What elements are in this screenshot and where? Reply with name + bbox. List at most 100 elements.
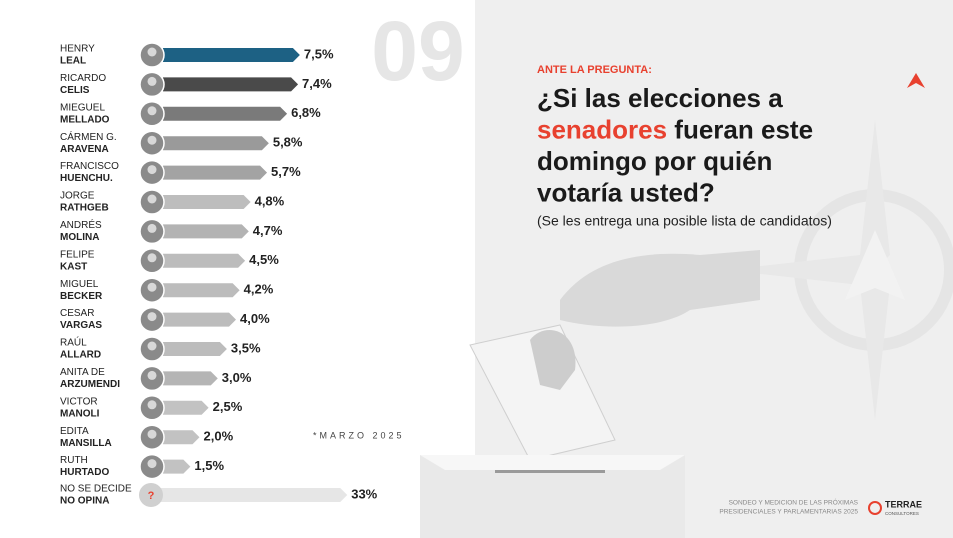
candidate-first: MIGUEL [60,279,99,290]
bar [163,253,246,268]
question-segment: votaría usted? [537,177,715,207]
date: *MARZO 2025 [313,430,405,440]
value-label: 4,7% [253,223,283,238]
avatar-head [147,165,157,175]
candidate-first: JORGE [60,191,95,202]
avatar-head [147,76,157,86]
avatar-head [147,223,157,233]
question-line: votaría usted? [537,177,715,207]
candidate-last: NO OPINA [60,496,109,507]
value-label: 4,0% [240,311,270,326]
value-label: 2,5% [213,399,243,414]
avatar-head [147,370,157,380]
candidate-last: MOLINA [60,232,99,243]
question-segment: senadores [537,114,667,144]
value-label: 7,4% [302,76,332,91]
bar [163,342,227,356]
candidate-first: RAÚL [60,336,87,349]
avatar-head [147,282,157,292]
avatar-symbol: ? [148,490,155,502]
question-line: senadores fueran este [537,114,813,144]
value-label: 5,8% [273,135,303,150]
value-label: 6,8% [291,105,321,120]
slide-number: 09 [371,4,464,98]
value-label: 1,5% [194,458,224,473]
candidate-first: ANITA DE [60,367,105,378]
compass-decoration [725,120,953,420]
brand-sub: CONSULTORES [885,511,919,516]
question-line: domingo por quién [537,146,772,176]
footer-line: SONDEO Y MEDICION DE LAS PRÓXIMAS [729,498,859,507]
bar [163,165,268,180]
bar [163,48,300,62]
candidate-first: HENRY [60,44,95,55]
avatar-head [147,253,157,263]
candidate-first: NO SE DECIDE [60,484,132,495]
question-line: ¿Si las elecciones a [537,83,783,113]
bar [163,459,191,474]
question-note: (Se les entrega una posible lista de can… [537,213,832,229]
candidate-last: ALLARD [60,350,101,361]
bar [163,195,251,209]
candidate-last: CELIS [60,85,90,96]
question-segment: fueran este [667,114,813,144]
candidate-first: FRANCISCO [60,161,119,172]
avatar-head [147,429,157,439]
avatar-head [147,194,157,204]
avatar-head [147,459,157,469]
avatar-head [147,135,157,145]
candidate-last: HURTADO [60,467,109,478]
bar [163,224,249,239]
bar [163,371,218,386]
candidate-first: EDITA [60,426,89,437]
bar [163,136,269,151]
question-segment: ¿Si las elecciones a [537,83,783,113]
avatar-head [147,47,157,57]
candidate-first: VICTOR [60,396,98,407]
avatar [139,483,163,507]
logo-icon [868,501,882,515]
candidate-first: RUTH [60,455,88,466]
candidate-last: LEAL [60,56,86,67]
avatar-head [147,106,157,116]
candidate-last: MANSILLA [60,438,112,449]
candidate-last: HUENCHU. [60,173,113,184]
avatar-head [147,312,157,322]
ballot-illustration [420,250,760,538]
value-label: 2,0% [204,429,234,444]
question-segment: domingo por quién [537,146,772,176]
value-label: 4,2% [244,282,274,297]
value-label: 3,5% [231,340,261,355]
brand: TERRAE [885,499,922,509]
bar [163,283,240,298]
candidate-first: FELIPE [60,249,95,260]
candidate-last: ARZUMENDI [60,379,120,390]
value-label: 5,7% [271,164,301,179]
candidate-last: BECKER [60,291,103,302]
candidate-last: KAST [60,261,87,272]
kicker: ANTE LA PREGUNTA: [537,64,652,76]
candidate-first: MIEGUEL [60,102,105,113]
candidate-first: CESAR [60,308,94,319]
value-label: 3,0% [222,370,252,385]
avatar-head [147,400,157,410]
candidate-last: MELLADO [60,114,110,125]
candidate-first: CÁRMEN G. [60,130,117,143]
bar [163,400,209,415]
footer-line: PRESIDENCIALES Y PARLAMENTARIAS 2025 [719,509,858,516]
bar [163,77,299,92]
logo-arrow [907,73,925,88]
bar [163,312,236,327]
bar [163,430,200,445]
candidate-last: MANOLI [60,408,100,419]
bar [153,488,348,502]
value-label: 7,5% [304,46,334,61]
candidate-first: RICARDO [60,73,106,84]
candidate-last: ARAVENA [60,144,109,155]
bar [163,106,288,121]
value-label: 4,8% [255,193,285,208]
candidate-last: VARGAS [60,320,102,331]
avatar-head [147,341,157,351]
candidate-last: RATHGEB [60,203,109,214]
